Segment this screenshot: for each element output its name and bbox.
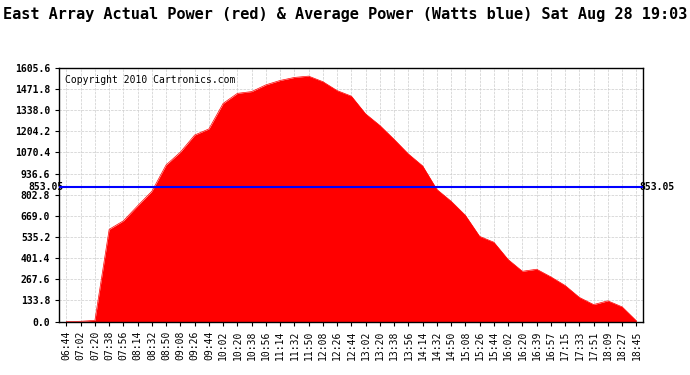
- Text: East Array Actual Power (red) & Average Power (Watts blue) Sat Aug 28 19:03: East Array Actual Power (red) & Average …: [3, 8, 687, 22]
- Text: Copyright 2010 Cartronics.com: Copyright 2010 Cartronics.com: [65, 75, 235, 86]
- Text: 853.05: 853.05: [28, 182, 63, 192]
- Text: 853.05: 853.05: [639, 182, 674, 192]
